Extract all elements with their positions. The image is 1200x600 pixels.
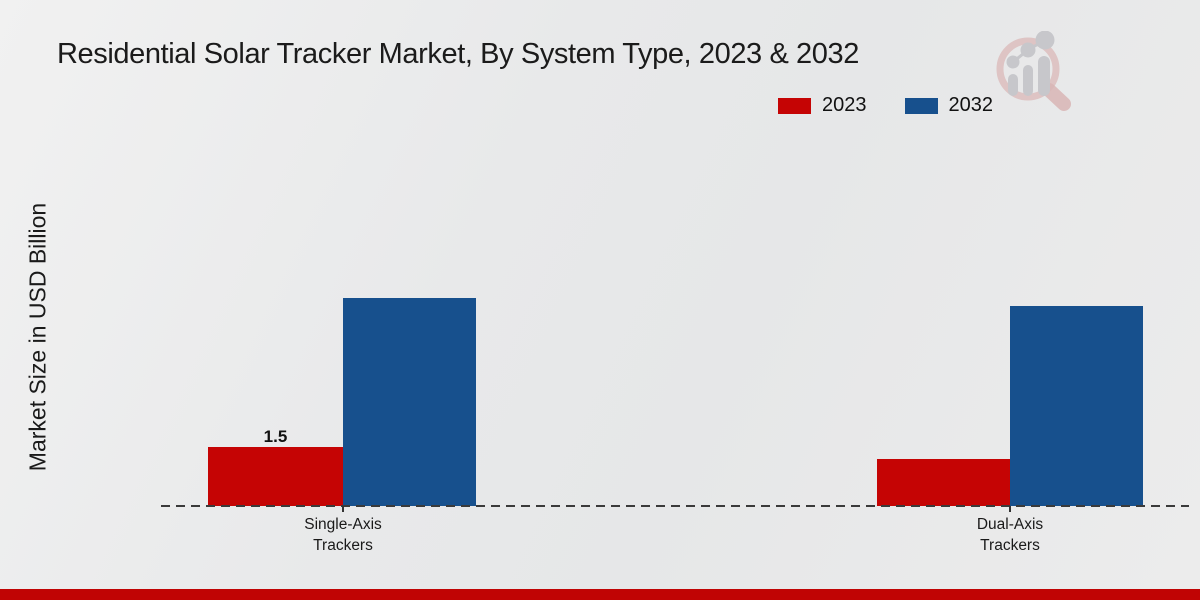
footer-stripe bbox=[0, 589, 1200, 600]
legend-label-2032: 2032 bbox=[948, 94, 994, 116]
legend: 2023 2032 bbox=[778, 94, 993, 117]
bar-2023-single-axis-trackers bbox=[208, 447, 343, 506]
category-label-line: Trackers bbox=[980, 537, 1040, 554]
category-label-line: Single-Axis bbox=[304, 516, 382, 533]
bar-2032-single-axis-trackers bbox=[343, 298, 476, 506]
magnifier-bar-chart-logo-icon bbox=[996, 31, 1071, 111]
category-label-single-axis-trackers: Single-Axis Trackers bbox=[233, 514, 453, 556]
bar-2032-dual-axis-trackers bbox=[1010, 306, 1143, 506]
x-axis-baseline bbox=[161, 505, 1189, 507]
x-axis-tick-dual-axis bbox=[1009, 506, 1011, 512]
legend-swatch-2023 bbox=[778, 97, 811, 114]
category-label-line: Trackers bbox=[313, 537, 373, 554]
legend-label-2023: 2023 bbox=[822, 94, 867, 116]
category-label-dual-axis-trackers: Dual-Axis Trackers bbox=[900, 514, 1120, 556]
y-axis-label: Market Size in USD Billion bbox=[24, 202, 51, 472]
x-axis-tick-single-axis bbox=[342, 506, 344, 512]
bar-2023-dual-axis-trackers bbox=[877, 459, 1010, 506]
bar-value-label: 1.5 bbox=[263, 427, 288, 446]
chart-title: Residential Solar Tracker Market, By Sys… bbox=[57, 38, 859, 70]
category-label-line: Dual-Axis bbox=[976, 516, 1044, 533]
legend-item-2023: 2023 bbox=[778, 94, 867, 117]
legend-item-2032: 2032 bbox=[904, 94, 994, 117]
legend-swatch-2032 bbox=[904, 97, 938, 114]
